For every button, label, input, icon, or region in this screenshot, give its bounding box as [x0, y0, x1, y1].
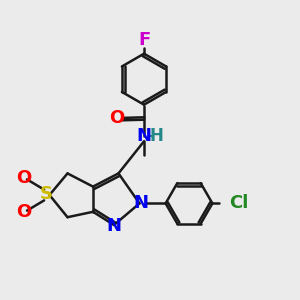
Text: F: F — [138, 31, 150, 49]
Text: S: S — [39, 185, 52, 203]
Text: O: O — [110, 109, 124, 127]
Text: Cl: Cl — [229, 194, 248, 212]
Text: N: N — [136, 127, 151, 145]
Text: H: H — [150, 127, 164, 145]
Text: O: O — [16, 203, 31, 221]
Text: N: N — [133, 194, 148, 212]
Text: N: N — [106, 217, 121, 235]
Text: O: O — [16, 169, 31, 187]
